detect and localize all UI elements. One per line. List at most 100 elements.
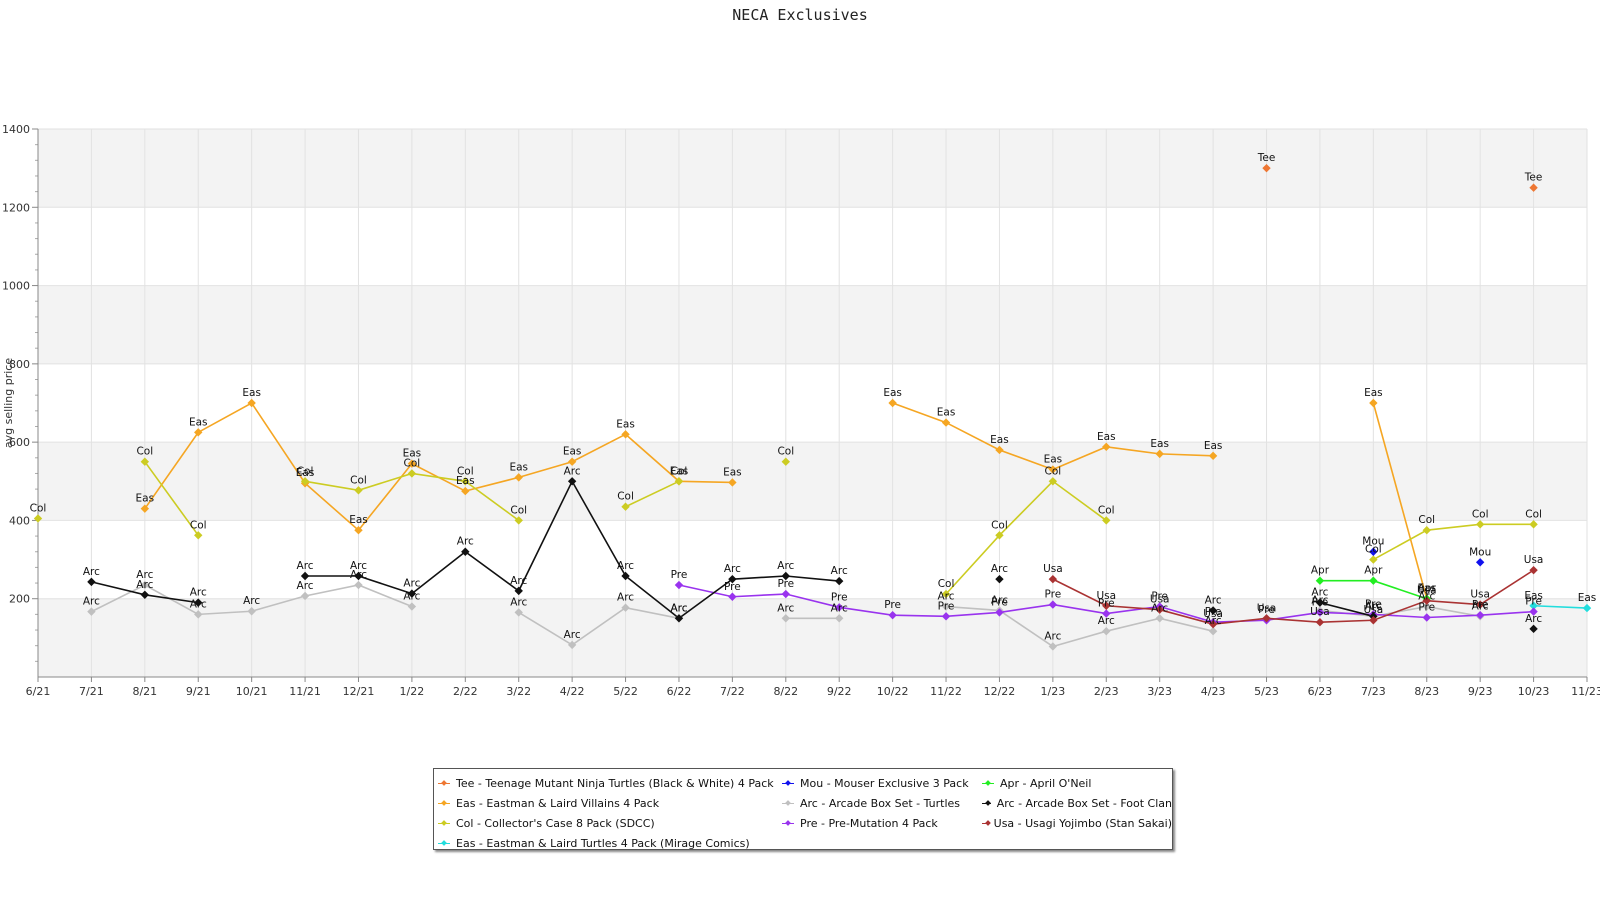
series-line	[518, 606, 680, 646]
data-point	[567, 477, 577, 486]
data-label: Eas	[563, 446, 582, 458]
data-label: Eas	[242, 387, 261, 399]
data-label: Arc	[564, 629, 581, 641]
data-label: Arc	[617, 560, 634, 572]
data-point	[781, 457, 790, 466]
x-tick-label: 9/22	[827, 685, 852, 698]
data-label: Col	[1418, 514, 1435, 526]
data-point	[33, 514, 43, 523]
data-label: Arc	[1205, 594, 1222, 606]
legend-item: Eas - Eastman & Laird Villains 4 Pack	[438, 795, 782, 812]
data-label: Pre	[1525, 596, 1542, 608]
data-point	[1529, 565, 1538, 575]
legend-swatch	[782, 799, 794, 808]
data-point	[1315, 576, 1325, 585]
data-label: Arc	[1365, 600, 1382, 612]
legend-item: Tee - Teenage Mutant Ninja Turtles (Blac…	[438, 775, 782, 792]
data-point	[1369, 398, 1378, 408]
data-label: Pre	[1258, 604, 1275, 616]
y-tick-label: 600	[9, 436, 30, 449]
data-point	[1422, 602, 1431, 611]
data-label: Pre	[1312, 596, 1329, 608]
data-point	[1315, 598, 1325, 607]
data-point	[514, 516, 523, 525]
data-label: Arc	[564, 465, 581, 477]
data-label: Pre	[1365, 598, 1382, 610]
data-label: Arc	[83, 566, 100, 578]
plot-band	[38, 442, 1587, 521]
data-point	[1102, 601, 1111, 610]
data-point	[1102, 442, 1111, 452]
data-point	[621, 571, 630, 581]
data-label: Eas	[296, 467, 315, 479]
data-point	[194, 598, 203, 607]
chart-title: NECA Exclusives	[732, 6, 868, 24]
y-tick-label: 800	[9, 358, 30, 371]
legend-swatch	[438, 779, 450, 788]
x-tick-label: 1/22	[400, 685, 425, 698]
data-label: Pre	[1472, 599, 1489, 611]
data-point	[1315, 608, 1325, 617]
data-point	[567, 457, 577, 466]
x-tick-label: 6/22	[667, 685, 692, 698]
data-point	[621, 603, 630, 612]
data-point	[888, 398, 897, 408]
data-label: Col	[777, 446, 794, 458]
data-point	[1422, 526, 1431, 535]
data-point	[1208, 627, 1218, 636]
data-point	[1369, 555, 1378, 564]
series-points	[33, 163, 1592, 651]
x-tick-label: 3/23	[1147, 685, 1172, 698]
y-tick-label: 1400	[2, 123, 30, 136]
y-axis-label: avg selling price	[2, 358, 15, 448]
x-tick-label: 5/23	[1254, 685, 1279, 698]
plot-band	[38, 129, 1587, 208]
data-label: Usa	[1417, 585, 1437, 597]
data-label: Usa	[1096, 590, 1116, 602]
data-label: Col	[617, 491, 634, 503]
data-point	[1048, 574, 1058, 584]
legend-item: Pre - Pre-Mutation 4 Pack	[782, 815, 982, 832]
data-label: Arc	[777, 560, 794, 572]
legend-label: Mou - Mouser Exclusive 3 Pack	[800, 777, 969, 790]
data-point	[1208, 619, 1218, 629]
x-tick-label: 8/22	[773, 685, 798, 698]
data-point	[781, 589, 790, 599]
data-point	[87, 607, 96, 616]
data-label: Arc	[136, 569, 153, 581]
data-point	[1422, 613, 1431, 622]
data-label: Arc	[350, 569, 367, 581]
data-point	[781, 614, 790, 623]
x-tick-label: 5/22	[613, 685, 638, 698]
data-label: Eas	[403, 448, 422, 460]
data-label: Col	[297, 465, 314, 477]
data-point	[1048, 477, 1058, 486]
series-line	[1372, 402, 1428, 599]
data-label: Eas	[883, 387, 902, 399]
series-line	[945, 605, 1214, 648]
data-label: Eas	[1417, 583, 1436, 595]
legend-label: Apr - April O'Neil	[1000, 777, 1092, 790]
data-point	[1369, 547, 1378, 556]
data-label: Arc	[297, 580, 314, 592]
legend-swatch	[438, 819, 450, 828]
data-label: Eas	[1097, 431, 1116, 443]
data-point	[1529, 520, 1538, 529]
data-point	[1208, 451, 1218, 461]
data-label: Eas	[136, 493, 155, 505]
data-label: Arc	[1098, 615, 1115, 627]
data-label: Col	[1525, 508, 1542, 520]
data-label: Arc	[190, 598, 207, 610]
data-label: Pre	[1045, 589, 1062, 601]
data-label: Eas	[1578, 592, 1597, 604]
legend-swatch	[982, 779, 994, 788]
data-label: Arc	[670, 602, 687, 614]
data-point	[300, 591, 310, 601]
plot-band	[38, 598, 1587, 677]
data-point	[354, 571, 363, 581]
legend-swatch	[782, 819, 794, 828]
data-label: Arc	[670, 602, 687, 614]
data-label: Eas	[456, 475, 475, 487]
data-label: Pre	[1418, 602, 1435, 614]
data-label: Arc	[1044, 630, 1061, 642]
